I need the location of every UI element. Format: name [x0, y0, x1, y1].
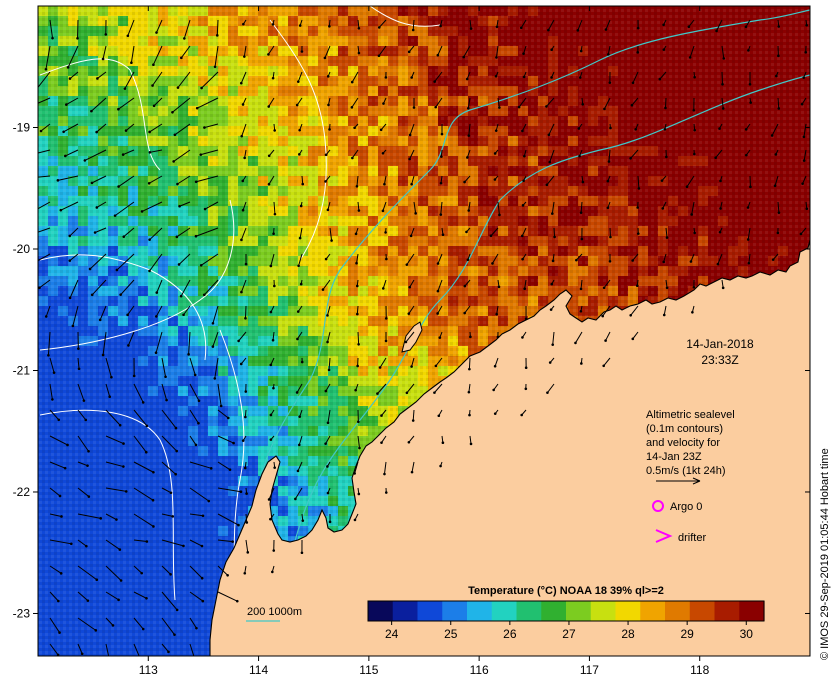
sealevel-contour: [269, 19, 327, 261]
legend-line: and velocity for: [646, 437, 720, 449]
x-tick-label: 114: [249, 663, 268, 677]
argo-label: Argo 0: [670, 501, 702, 513]
colorbar-swatch: [417, 601, 443, 621]
colorbar-swatch: [442, 601, 468, 621]
colorbar-swatch: [392, 601, 419, 621]
map-plot-area: [38, 6, 810, 656]
colorbar-swatch: [739, 601, 765, 621]
velocity-arrows: [38, 19, 809, 656]
western-australia-coast: [209, 239, 810, 656]
colorbar-swatch: [516, 601, 542, 621]
colorbar-swatch: [590, 601, 617, 621]
plot-frame: [37, 5, 811, 657]
colorbar-gradient: [368, 601, 765, 621]
colorbar-title: Temperature (°C) NOAA 18 39% ql>=2: [468, 585, 664, 597]
x-tick-label: 113: [139, 663, 158, 677]
legend-line: 0.5m/s (1kt 24h): [646, 465, 725, 477]
colorbar-swatch: [467, 601, 493, 621]
legend-line: Altimetric sealevel: [646, 409, 735, 421]
colorbar-tick-label: 29: [680, 627, 694, 641]
legend-line: (0.1m contours): [646, 423, 723, 435]
y-tick-label: -23: [13, 606, 31, 620]
y-tick-label: -22: [13, 485, 31, 499]
x-tick-label: 118: [690, 663, 709, 677]
x-axis: 113 114 115 116 117 118: [139, 6, 710, 677]
colorbar-swatch: [665, 601, 691, 621]
isobath-legend-label: 200 1000m: [247, 606, 302, 618]
barrow-island: [401, 321, 423, 353]
colorbar-swatch: [566, 601, 592, 621]
colorbar-swatch: [491, 601, 518, 621]
y-tick-label: -21: [13, 363, 31, 377]
colorbar-swatch: [615, 601, 641, 621]
y-axis: -19 -20 -21 -22 -23: [13, 120, 810, 620]
colorbar-swatch: [640, 601, 666, 621]
drifter-marker-icon: [655, 529, 673, 543]
temperature-colorbar: Temperature (°C) NOAA 18 39% ql>=2 24 25 2…: [367, 585, 765, 641]
y-tick-label: -19: [13, 120, 31, 134]
isobath-1000m: [249, 9, 810, 601]
colorbar-tick-label: 25: [444, 627, 458, 641]
colorbar-swatch: [689, 601, 716, 621]
sealevel-contour: [39, 409, 176, 601]
time-label: 23:33Z: [701, 353, 738, 367]
colorbar-tick-label: 30: [740, 627, 754, 641]
sealevel-contour: [39, 199, 235, 351]
colorbar-swatch: [714, 601, 740, 621]
colorbar-ticks: 24 25 26 27 28 29 30: [385, 621, 753, 641]
x-tick-label: 115: [359, 663, 378, 677]
x-tick-label: 116: [470, 663, 489, 677]
sealevel-contour: [369, 6, 441, 27]
colorbar-tick-label: 26: [503, 627, 517, 641]
colorbar-tick-label: 24: [385, 627, 399, 641]
velocity-scale-arrow: [656, 477, 701, 485]
imos-credit: © IMOS 29-Sep-2019 01:05:44 Hobart time: [819, 448, 831, 660]
map-legend: Altimetric sealevel (0.1m contours) and …: [246, 409, 735, 622]
colorbar-swatch: [541, 601, 567, 621]
colorbar-frame: [367, 600, 765, 622]
isobath-lines: [249, 9, 810, 601]
isobath-200m: [289, 74, 810, 561]
date-label: 14-Jan-2018: [686, 337, 754, 351]
colorbar-tick-label: 27: [562, 627, 576, 641]
x-tick-label: 117: [580, 663, 599, 677]
drifter-label: drifter: [678, 532, 706, 544]
y-tick-label: -20: [13, 242, 31, 256]
sealevel-contour: [39, 58, 161, 171]
argo-marker-icon: [652, 500, 664, 512]
colorbar-tick-label: 28: [621, 627, 635, 641]
legend-line: 14-Jan 23Z: [646, 451, 702, 463]
colorbar-swatch: [368, 601, 394, 621]
